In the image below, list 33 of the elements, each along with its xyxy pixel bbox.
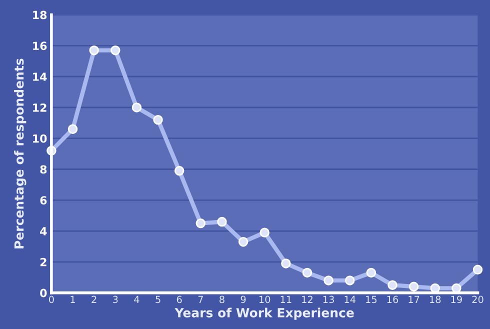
x-tick-label: 16	[387, 296, 398, 304]
y-tick-label: 18	[33, 10, 47, 20]
x-tick-label: 5	[156, 296, 160, 304]
y-tick-label: 0	[40, 288, 47, 298]
y-tick-label: 4	[40, 227, 47, 236]
x-tick-label: 7	[198, 296, 203, 303]
x-tick-label: 3	[113, 296, 118, 304]
y-tick-label: 6	[40, 196, 47, 205]
x-tick-label: 2	[92, 296, 96, 303]
x-tick-label: 20	[472, 296, 484, 304]
x-tick-label: 12	[302, 296, 312, 303]
y-tick-label: 12	[33, 103, 46, 112]
y-tick-label: 2	[40, 258, 46, 266]
y-tick-label: 8	[40, 165, 47, 174]
y-tick-label: 16	[33, 42, 47, 50]
x-tick-label: 11	[280, 296, 292, 303]
x-tick-label: 6	[176, 296, 182, 304]
y-tick-label: 14	[33, 72, 47, 81]
y-tick-label: 10	[33, 134, 47, 143]
y-axis-title: Percentage of respondents	[14, 58, 26, 248]
x-tick-label: 15	[366, 296, 377, 304]
x-tick-label: 1	[70, 296, 75, 303]
x-tick-label: 14	[344, 296, 356, 303]
x-tick-label: 13	[323, 296, 334, 304]
x-tick-label: 10	[259, 296, 270, 304]
x-tick-label: 19	[451, 296, 462, 304]
x-tick-label: 4	[134, 296, 140, 303]
x-tick-label: 18	[430, 296, 441, 304]
x-tick-label: 17	[408, 296, 420, 303]
x-axis-title: Years of Work Experience	[174, 308, 354, 320]
x-tick-label: 9	[240, 296, 246, 304]
x-tick-label: 8	[220, 296, 224, 304]
x-tick-label: 0	[49, 296, 54, 304]
